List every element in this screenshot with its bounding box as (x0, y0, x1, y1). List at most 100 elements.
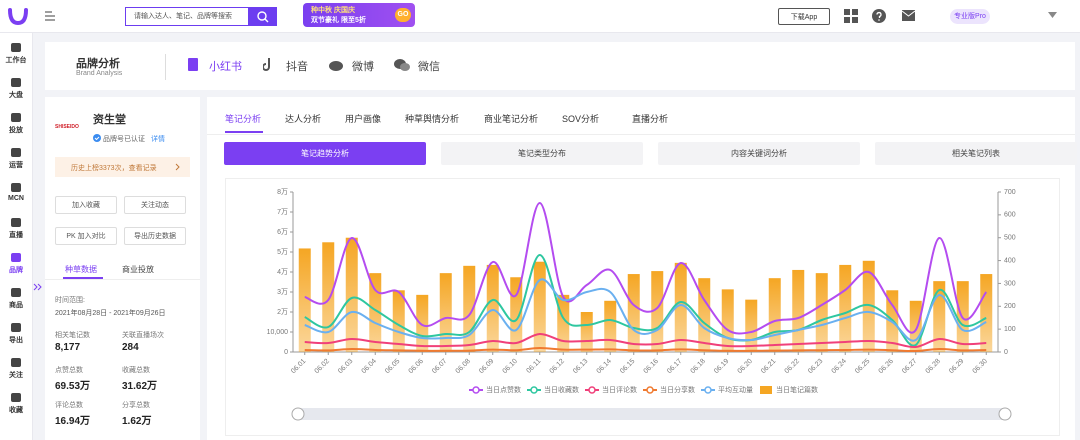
dropdown-caret[interactable] (1048, 12, 1057, 18)
analysis-tab[interactable]: 商业笔记分析 (484, 114, 539, 124)
sidebar-icon[interactable] (11, 288, 21, 297)
x-tick-label: 06.14 (596, 358, 613, 375)
sidebar: 工作台大盘投放运营 MCN 直播品牌商品导出关注收藏 (0, 33, 33, 440)
platform-tab[interactable]: 微博 (352, 61, 374, 73)
expand-icon[interactable] (33, 282, 43, 292)
y-tick-label: 0 (1004, 349, 1008, 356)
stat-value: 69.53万 (55, 381, 91, 392)
menu-toggle[interactable] (44, 10, 56, 22)
x-tick-label: 06.08 (455, 358, 472, 375)
sidebar-icon[interactable] (11, 358, 21, 367)
history-text: 历史上榜3373次，查看记录 (71, 165, 157, 172)
legend-label[interactable]: 当日笔记篇数 (776, 385, 818, 394)
legend-label[interactable]: 当日分享数 (660, 385, 695, 394)
x-tick-label: 06.05 (384, 358, 401, 375)
sidebar-label[interactable]: MCN (8, 195, 24, 202)
zoom-track[interactable] (298, 408, 1005, 420)
bar (980, 274, 993, 352)
x-tick-label: 06.09 (478, 358, 495, 375)
analysis-tab[interactable]: 用户画像 (345, 114, 382, 124)
line (304, 278, 987, 342)
sidebar-icon[interactable] (11, 183, 21, 192)
bar (604, 300, 617, 352)
brand-name: 资生堂 (93, 114, 126, 126)
banner-text: 双节豪礼 限至5折 (311, 17, 366, 24)
sidebar-label[interactable]: 收藏 (9, 407, 23, 414)
sidebar-label[interactable]: 商品 (9, 302, 23, 309)
analysis-tab[interactable]: 笔记分析 (225, 114, 262, 124)
analysis-tab[interactable]: 种草舆情分析 (405, 114, 460, 124)
analysis-tab[interactable]: SOV分析 (562, 114, 600, 124)
subtab[interactable]: 相关笔记列表 (875, 142, 1077, 165)
sidebar-label[interactable]: 大盘 (9, 92, 23, 99)
x-tick-label: 06.07 (431, 358, 448, 375)
platform-tab[interactable]: 小红书 (209, 61, 242, 73)
sidebar-icon[interactable] (11, 323, 21, 332)
y-tick-label: 700 (1004, 189, 1016, 196)
data-tab[interactable]: 商业投放 (122, 265, 154, 274)
plan-badge[interactable]: 专业版Pro (950, 9, 990, 24)
mail-icon[interactable] (902, 10, 915, 21)
legend-label[interactable]: 当日点赞数 (486, 385, 521, 394)
sidebar-label[interactable]: 直播 (9, 232, 23, 239)
subtab[interactable]: 笔记类型分布 (441, 142, 643, 165)
x-tick-label: 06.15 (619, 358, 636, 375)
platform-tab[interactable]: 微信 (418, 61, 440, 73)
x-tick-label: 06.19 (713, 358, 730, 375)
subtab[interactable]: 笔记趋势分析 (224, 142, 426, 165)
detail-link[interactable]: 详情 (151, 136, 165, 143)
sidebar-icon[interactable] (11, 78, 21, 87)
promo-banner[interactable]: 种中秋 庆国庆 双节豪礼 限至5折 GO (303, 3, 415, 27)
sidebar-icon[interactable] (11, 393, 21, 402)
logo[interactable] (7, 6, 29, 26)
data-tab[interactable]: 种草数据 (65, 265, 97, 274)
action-button[interactable]: PK 加入对比 (55, 227, 117, 245)
x-tick-label: 06.23 (807, 358, 824, 375)
sidebar-label[interactable]: 导出 (9, 337, 23, 344)
analysis-tab[interactable]: 直播分析 (632, 114, 669, 124)
apps-icon[interactable] (844, 9, 858, 23)
bar (392, 290, 405, 352)
page-subtitle: Brand Analysis (76, 70, 123, 77)
sidebar-icon[interactable] (11, 148, 21, 157)
action-button[interactable]: 加入收藏 (55, 196, 117, 214)
history-box[interactable]: 历史上榜3373次，查看记录 (55, 157, 190, 177)
bar (439, 273, 452, 352)
legend-label[interactable]: 当日评论数 (602, 385, 637, 394)
action-button[interactable]: 导出历史数据 (124, 227, 186, 245)
sidebar-icon[interactable] (11, 253, 21, 262)
sidebar-label[interactable]: 运营 (9, 162, 23, 169)
sidebar-icon[interactable] (11, 43, 21, 52)
legend-label[interactable]: 平均互动量 (718, 385, 753, 394)
sidebar-icon[interactable] (11, 218, 21, 227)
help-icon[interactable] (872, 9, 886, 23)
bar (533, 261, 546, 352)
action-button[interactable]: 关注动态 (124, 196, 186, 214)
zoom-handle[interactable] (998, 407, 1012, 421)
bar (627, 274, 640, 352)
legend-label[interactable]: 当日收藏数 (544, 385, 579, 394)
bar (674, 262, 687, 352)
zoom-handle[interactable] (291, 407, 305, 421)
legend-swatch (760, 386, 772, 394)
y-tick-label: 3万 (277, 288, 288, 296)
sidebar-label[interactable]: 品牌 (9, 267, 23, 274)
bar (721, 289, 734, 352)
sidebar-label[interactable]: 投放 (9, 127, 23, 134)
subtab[interactable]: 内容关键词分析 (658, 142, 860, 165)
page-title: 品牌分析 (76, 58, 120, 70)
search-button[interactable] (249, 7, 277, 26)
bar (486, 264, 499, 352)
platform-tab[interactable]: 抖音 (286, 61, 308, 73)
sidebar-icon[interactable] (11, 113, 21, 122)
search-input[interactable]: 请输入达人、笔记、品牌等搜索 (125, 7, 249, 26)
x-tick-label: 06.13 (572, 358, 589, 375)
y-tick-label: 4万 (277, 268, 288, 276)
sidebar-label[interactable]: 工作台 (5, 57, 27, 64)
bar (298, 248, 311, 352)
analysis-tab[interactable]: 达人分析 (285, 114, 322, 124)
sidebar-label[interactable]: 关注 (9, 372, 23, 379)
download-button[interactable]: 下载App (778, 8, 830, 25)
line (304, 346, 987, 353)
